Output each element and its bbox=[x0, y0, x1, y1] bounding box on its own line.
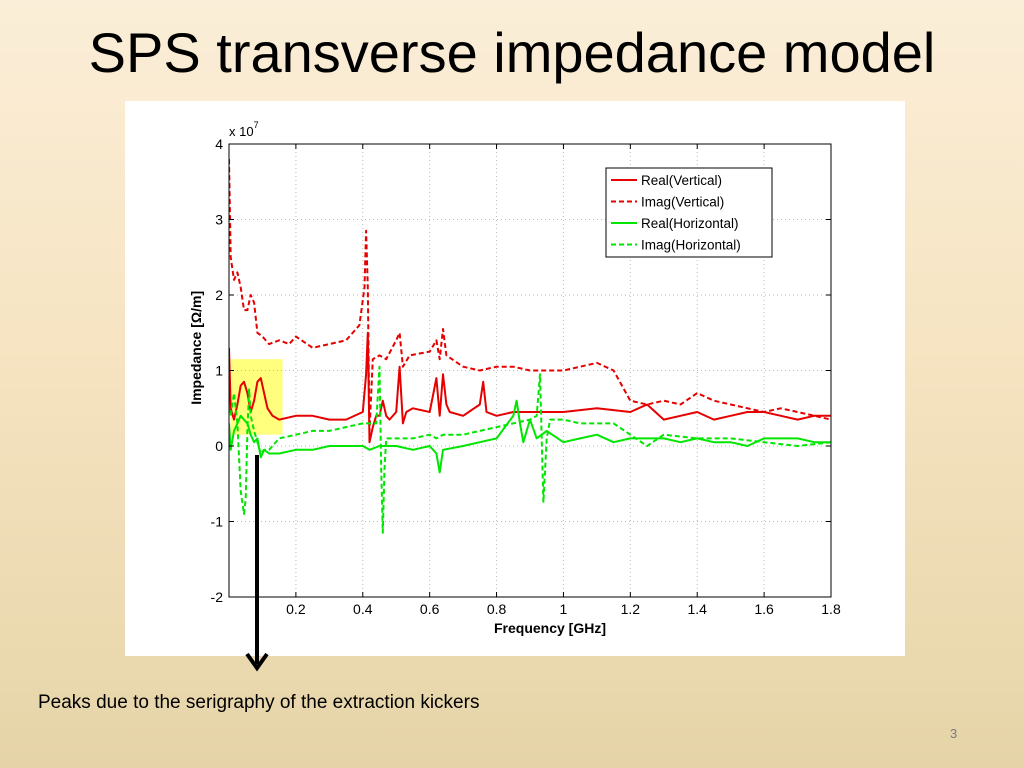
legend-label: Imag(Horizontal) bbox=[641, 238, 741, 253]
x-tick-label: 1.6 bbox=[754, 601, 774, 617]
series-group bbox=[229, 159, 831, 534]
legend: Real(Vertical) Imag(Vertical) Real(Horizon… bbox=[605, 167, 773, 258]
y-multiplier: x 107 bbox=[229, 120, 259, 139]
y-multiplier-base: x 10 bbox=[229, 124, 254, 139]
y-multiplier-exponent: 7 bbox=[254, 120, 259, 130]
legend-label: Real(Horizontal) bbox=[641, 216, 739, 231]
series-line bbox=[229, 365, 831, 534]
chart-panel: 0.2 0.4 0.6 0.8 1 1.2 1.4 1.6 1.8 -2 -1 0 1 2 3 4 x 107… bbox=[125, 101, 905, 656]
y-tick-label: -1 bbox=[211, 514, 224, 530]
y-tick-label: 0 bbox=[215, 438, 223, 454]
arrow-head bbox=[245, 652, 269, 672]
series-line bbox=[229, 399, 831, 474]
x-tick-label: 1 bbox=[560, 601, 568, 617]
x-tick-label: 0.6 bbox=[420, 601, 440, 617]
legend-box bbox=[605, 167, 773, 258]
series-line bbox=[229, 331, 831, 444]
slide-title: SPS transverse impedance model bbox=[88, 21, 936, 84]
legend-label: Imag(Vertical) bbox=[641, 195, 724, 210]
x-axis-label: Frequency [GHz] bbox=[494, 620, 606, 636]
x-tick-label: 1.8 bbox=[821, 601, 841, 617]
ticks-group: 0.2 0.4 0.6 0.8 1 1.2 1.4 1.6 1.8 -2 -1 0 1 2 3 4 bbox=[211, 136, 841, 617]
caption-text: Peaks due to the serigraphy of the extra… bbox=[38, 692, 480, 713]
y-tick-label: 4 bbox=[215, 136, 223, 152]
x-tick-label: 0.4 bbox=[353, 601, 373, 617]
x-tick-label: 0.8 bbox=[487, 601, 507, 617]
y-axis-label: Impedance [Ω/m] bbox=[188, 291, 204, 405]
x-tick-label: 0.2 bbox=[286, 601, 306, 617]
y-tick-label: -2 bbox=[211, 589, 224, 605]
x-tick-label: 1.2 bbox=[621, 601, 641, 617]
page-number: 3 bbox=[950, 726, 958, 741]
y-tick-label: 1 bbox=[215, 363, 223, 379]
x-tick-label: 1.4 bbox=[687, 601, 707, 617]
impedance-chart: 0.2 0.4 0.6 0.8 1 1.2 1.4 1.6 1.8 -2 -1 0 1 2 3 4 x 107… bbox=[188, 120, 841, 636]
series-line bbox=[229, 159, 831, 432]
y-tick-label: 2 bbox=[215, 287, 223, 303]
y-tick-label: 3 bbox=[215, 212, 223, 228]
legend-label: Real(Vertical) bbox=[641, 173, 722, 188]
